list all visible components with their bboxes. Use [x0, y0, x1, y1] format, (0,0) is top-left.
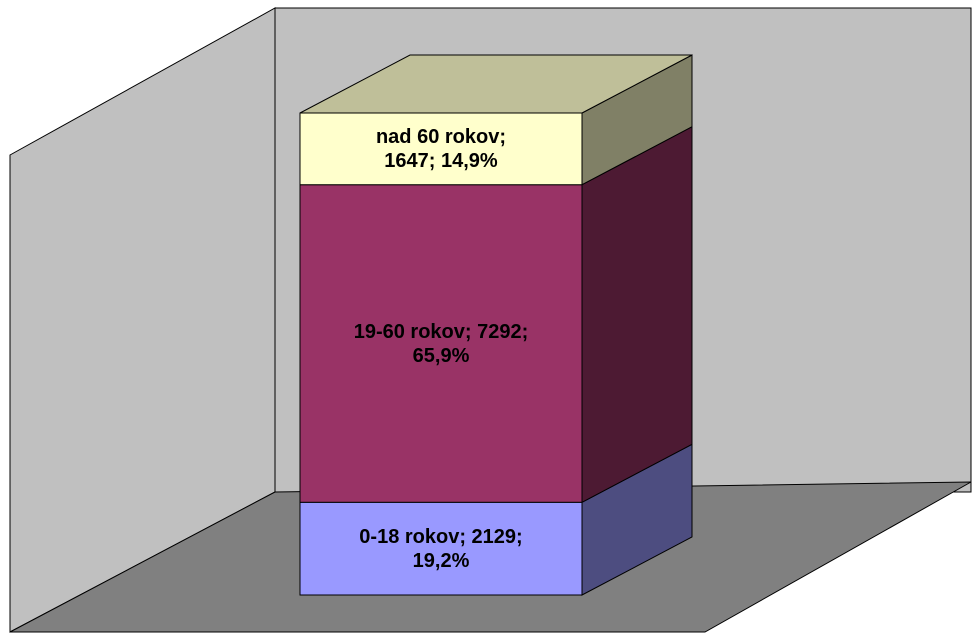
bar-side — [581, 125, 693, 504]
data-label: nad 60 rokov; 1647; 14,9% — [375, 125, 507, 172]
data-label: 0-18 rokov; 2129; 19,2% — [359, 525, 523, 572]
bar — [299, 184, 583, 503]
bar — [299, 112, 583, 186]
data-label: 19-60 rokov; 7292; 65,9% — [353, 320, 529, 367]
bar-top — [299, 54, 693, 114]
